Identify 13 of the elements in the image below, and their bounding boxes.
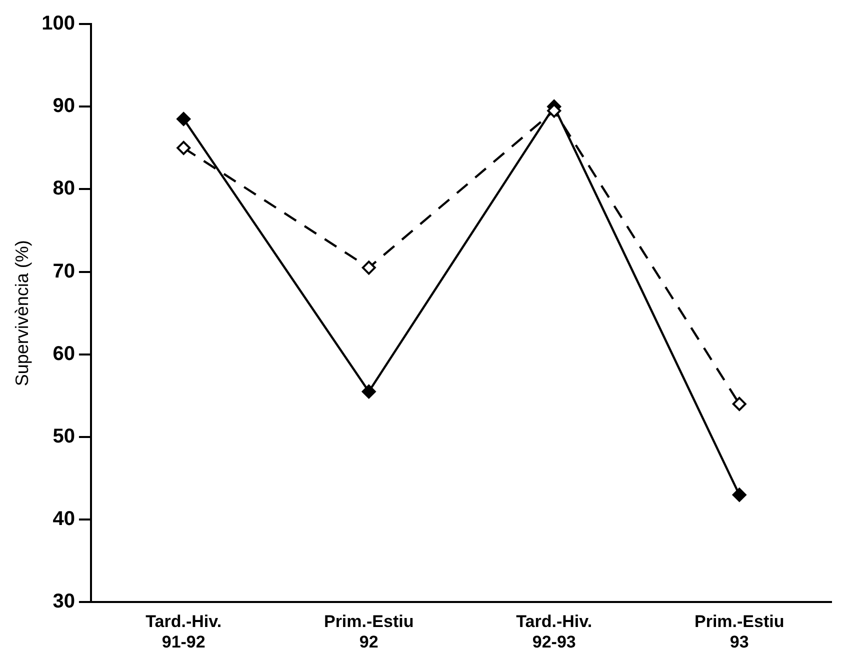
y-axis-title: Supervivència (%)	[12, 240, 32, 386]
y-tick-label: 60	[52, 342, 75, 365]
x-tick-label: Prim.-Estiu 92	[324, 612, 414, 652]
y-tick-label: 100	[42, 12, 75, 35]
y-tick-label: 70	[52, 260, 75, 282]
y-tick-label: 40	[52, 508, 75, 530]
x-tick-label: Tard.-Hiv. 91-92	[146, 612, 222, 652]
y-tick-label: 30	[52, 590, 75, 613]
y-tick-label: 50	[52, 426, 75, 448]
x-tick-label: Prim.-Estiu 93	[694, 612, 784, 652]
x-tick-label: Tard.-Hiv. 92-93	[516, 612, 592, 652]
y-tick-label: 90	[52, 95, 75, 118]
y-tick-label: 80	[52, 178, 75, 200]
